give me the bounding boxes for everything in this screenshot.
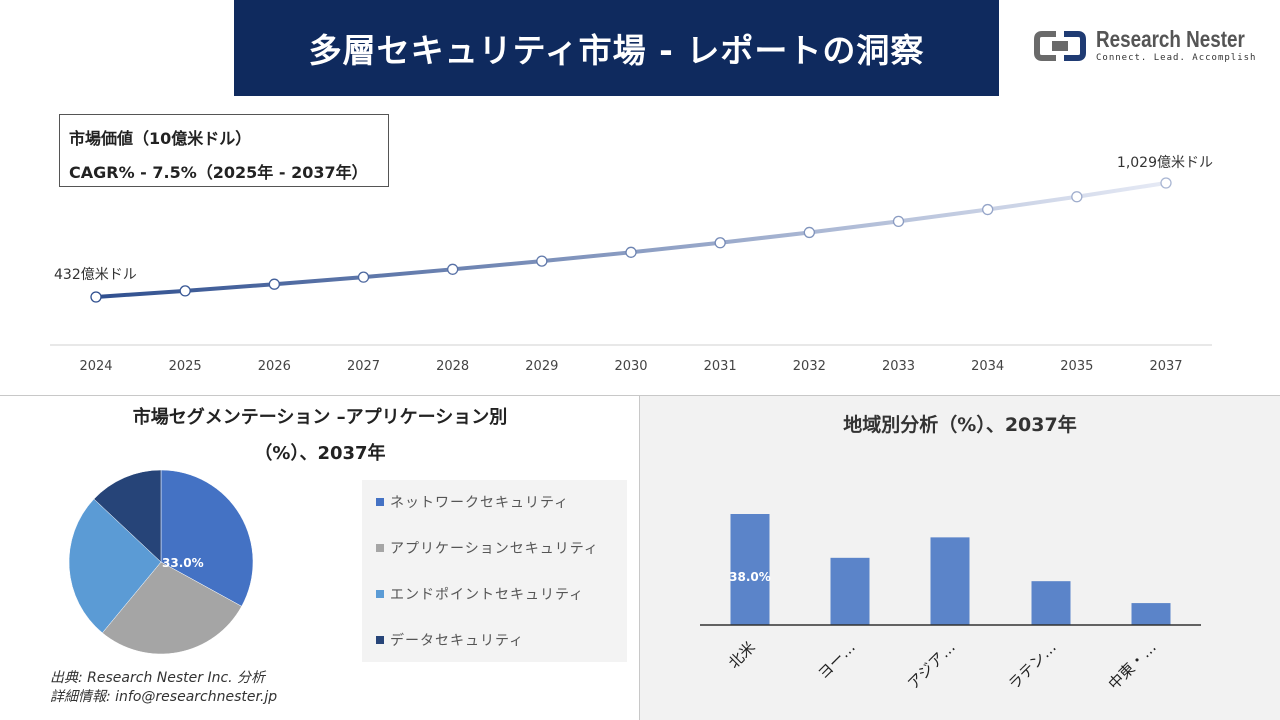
x-tick-label: 2024 <box>79 359 112 374</box>
regional-bar-chart: 38.0% 北米 ヨー… アジア… ラテン… 中東・… <box>700 514 1201 693</box>
x-tick-label: 2026 <box>258 359 291 374</box>
value-annotation: 1,029億米ドル <box>1117 155 1213 171</box>
logo-mark-icon <box>1034 31 1086 61</box>
line-point <box>714 237 726 249</box>
line-point <box>268 278 280 290</box>
bar-data-label: 38.0% <box>729 570 771 584</box>
line-point <box>982 203 994 216</box>
region-bar <box>1131 603 1171 625</box>
source-line: 出典: Research Nester Inc. 分析 <box>50 670 266 686</box>
segmentation-title: 市場セグメンテーション –アプリケーション別 （%）、2037年 <box>60 400 580 472</box>
value-annotation: 432億米ドル <box>54 267 137 283</box>
legend-label: データセキュリティ <box>390 633 525 649</box>
line-point <box>447 263 459 275</box>
x-tick-label: 2025 <box>169 359 202 374</box>
legend-item: データセキュリティ <box>376 630 524 650</box>
region-bar <box>830 557 870 625</box>
line-point <box>803 226 815 239</box>
legend-label: ネットワークセキュリティ <box>390 495 570 511</box>
region-bar <box>930 537 970 625</box>
pie-slice <box>93 469 162 563</box>
pie-slice <box>160 469 254 607</box>
market-info-box: 市場価値（10億米ドル） CAGR% - 7.5%（2025年 - 2037年） <box>59 114 389 187</box>
legend-item: アプリケーションセキュリティ <box>376 538 599 558</box>
title-banner: 多層セキュリティ市場 - レポートの洞察 <box>234 0 999 96</box>
region-label: ラテン… <box>1005 638 1060 693</box>
section-divider <box>0 395 1280 396</box>
research-nester-logo: Research Nester Connect. Lead. Accomplis… <box>1034 26 1257 66</box>
pie-legend: ネットワークセキュリティアプリケーションセキュリティ エンドポイントセキュリティデ… <box>362 480 627 662</box>
region-label: アジア… <box>904 638 959 693</box>
legend-swatch <box>376 498 384 506</box>
line-point <box>357 271 370 283</box>
line-point <box>90 291 102 303</box>
legend-swatch <box>376 544 384 552</box>
line-point <box>892 215 905 228</box>
segmentation-pie-chart: 33.0% <box>68 469 254 655</box>
pie-slice <box>102 561 242 655</box>
legend-label: エンドポイントセキュリティ <box>390 587 585 603</box>
panel-divider <box>639 396 640 720</box>
x-tick-label: 2033 <box>882 359 915 374</box>
line-point <box>625 246 637 258</box>
pie-data-label: 33.0% <box>162 556 204 570</box>
segmentation-title-line2: （%）、2037年 <box>254 443 386 464</box>
market-value-label: 市場価値（10億米ドル） <box>69 129 252 148</box>
page-title: 多層セキュリティ市場 - レポートの洞察 <box>308 31 925 70</box>
contact-line: 詳細情報: info@researchnester.jp <box>50 689 278 705</box>
line-point <box>179 285 191 297</box>
logo-tagline: Connect. Lead. Accomplish <box>1096 53 1257 63</box>
x-tick-label: 2035 <box>1060 359 1093 374</box>
legend-swatch <box>376 590 384 598</box>
region-label: 中東・… <box>1105 638 1160 693</box>
x-tick-label: 2037 <box>1149 359 1182 374</box>
x-tick-label: 2031 <box>704 359 737 374</box>
x-tick-label: 2030 <box>614 359 647 374</box>
legend-swatch <box>376 636 384 644</box>
logo-name: Research Nester <box>1096 26 1245 52</box>
source-note: 出典: Research Nester Inc. 分析 詳細情報: info@r… <box>50 669 277 707</box>
x-tick-label: 2032 <box>793 359 826 374</box>
legend-label: アプリケーションセキュリティ <box>390 541 599 557</box>
x-tick-label: 2029 <box>525 359 558 374</box>
market-value-line-chart: 2024 2025 2026 2027 2028 2029 2030 2031 2032 2033… <box>50 155 1213 374</box>
pie-slice <box>68 498 162 634</box>
line-point <box>1071 191 1083 203</box>
region-bar <box>1031 581 1071 625</box>
region-bar <box>730 514 770 625</box>
x-tick-label: 2028 <box>436 359 469 374</box>
segmentation-title-line1: 市場セグメンテーション –アプリケーション別 <box>132 407 508 428</box>
x-tick-label: 2027 <box>347 359 380 374</box>
region-label: ヨー… <box>814 638 859 683</box>
region-label: 北米 <box>725 638 759 672</box>
legend-item: ネットワークセキュリティ <box>376 492 569 512</box>
line-point <box>1160 177 1172 189</box>
market-value-line <box>95 181 1167 299</box>
cagr-label: CAGR% - 7.5%（2025年 - 2037年） <box>69 163 368 182</box>
legend-item: エンドポイントセキュリティ <box>376 584 584 604</box>
regional-title: 地域別分析（%）、2037年 <box>843 414 1077 436</box>
line-point <box>536 255 548 267</box>
x-tick-label: 2034 <box>971 359 1004 374</box>
